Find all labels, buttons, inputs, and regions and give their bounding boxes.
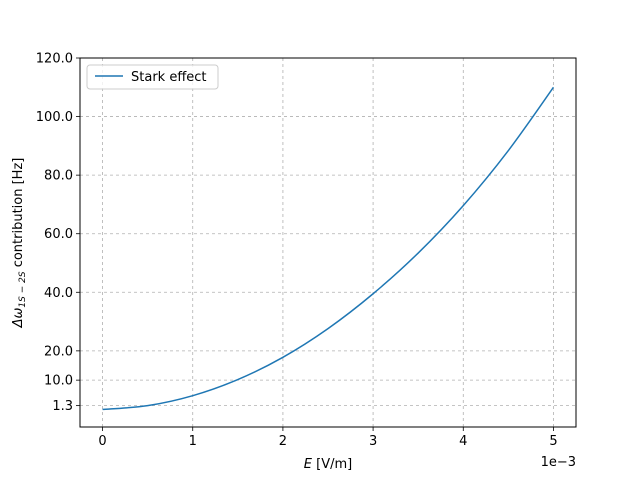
y-axis-label-rest: contribution [Hz] xyxy=(11,158,26,272)
x-tick-label: 1 xyxy=(189,434,197,449)
x-axis-label: E [V/m] xyxy=(304,457,352,472)
x-tick-label: 0 xyxy=(98,434,106,449)
y-tick-label: 120.0 xyxy=(36,52,73,67)
x-tick-label: 5 xyxy=(549,434,557,449)
y-tick-label: 10.0 xyxy=(44,374,73,389)
x-tick-label: 4 xyxy=(459,434,467,449)
y-tick-label: 60.0 xyxy=(44,227,73,242)
x-axis-ticks: 0 1 2 3 4 5 xyxy=(98,427,558,449)
legend-label-stark-effect: Stark effect xyxy=(131,70,207,85)
x-axis-label-symbol: E xyxy=(304,457,313,472)
y-tick-label: 1.3 xyxy=(52,399,73,414)
y-tick-label: 40.0 xyxy=(44,286,73,301)
x-tick-label: 2 xyxy=(279,434,287,449)
series-line-stark-effect xyxy=(102,86,555,411)
series-layer xyxy=(102,86,555,411)
legend-box xyxy=(86,64,219,90)
legend: Stark effect xyxy=(86,64,219,90)
grid xyxy=(80,57,576,427)
x-axis-label-unit: [V/m] xyxy=(312,457,352,472)
y-tick-label: 100.0 xyxy=(36,110,73,125)
y-axis-ticks: 1.3 10.0 20.0 40.0 60.0 80.0 100.0 120.0 xyxy=(36,52,80,414)
y-axis-label-subscript: 1S − 2S xyxy=(18,271,28,307)
x-tick-label: 3 xyxy=(369,434,377,449)
y-tick-label: 80.0 xyxy=(44,169,73,184)
plot-frame xyxy=(79,57,577,428)
y-axis-label: Δω1S − 2S contribution [Hz] xyxy=(11,158,28,329)
y-axis-label-symbol: Δω xyxy=(11,307,26,328)
x-axis-offset-text: 1e−3 xyxy=(541,455,576,470)
y-tick-label: 20.0 xyxy=(44,344,73,359)
